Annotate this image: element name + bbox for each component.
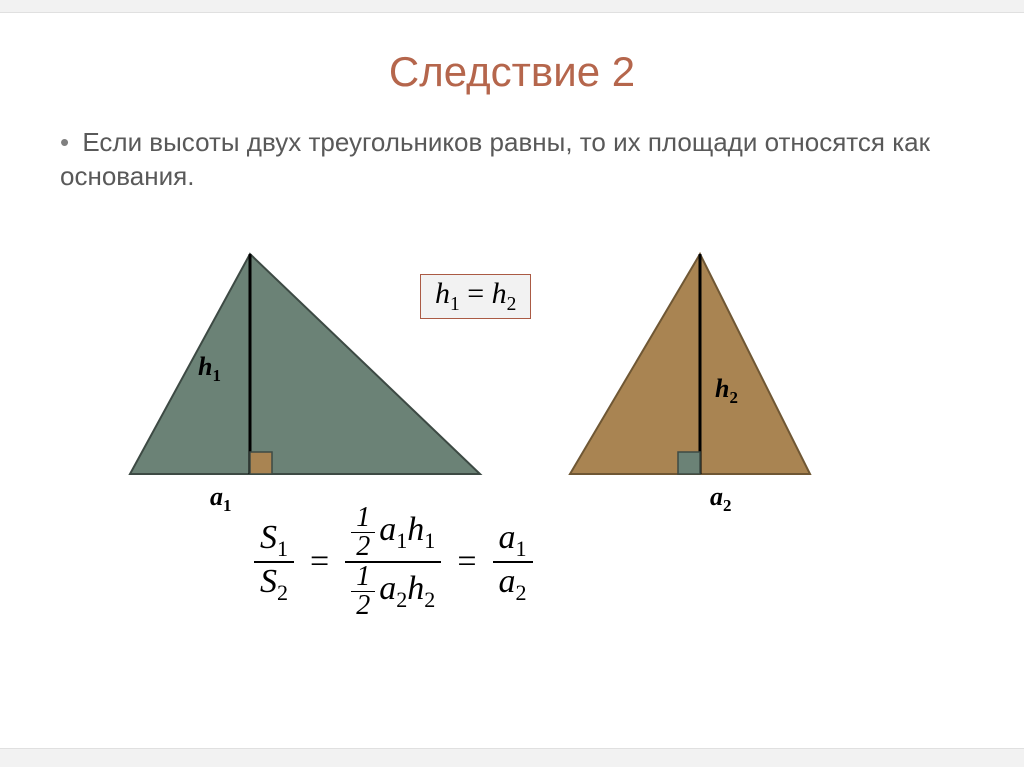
slide: Следствие 2 • Если высоты двух треугольн… [0, 0, 1024, 767]
label-a1: a1 [210, 482, 231, 516]
bullet-icon: • [60, 126, 69, 160]
label-h2: h2 [715, 374, 738, 408]
slide-title: Следствие 2 [0, 48, 1024, 96]
bottom-bar [0, 748, 1024, 767]
frac-s1-s2: S1 S2 [254, 519, 294, 605]
equals-1: = [310, 543, 329, 581]
ratio-formula: S1 S2 = 1 2 a1h1 1 2 a2h2 [250, 504, 537, 620]
body-text: • Если высоты двух треугольников равны, … [60, 126, 974, 194]
figure-area: h1 a1 h1 = h2 h2 a2 S1 S2 = [0, 194, 1024, 674]
body-text-content: Если высоты двух треугольников равны, то… [60, 127, 930, 191]
triangle-2-shape [570, 254, 810, 474]
equals-2: = [457, 543, 476, 581]
frac-a1-a2: a1 a2 [493, 519, 533, 605]
equal-heights-formula: h1 = h2 [420, 274, 531, 319]
label-a2: a2 [710, 482, 731, 516]
label-h1: h1 [198, 352, 221, 386]
triangle-1-right-angle [250, 452, 272, 474]
frac-half-ah: 1 2 a1h1 1 2 a2h2 [345, 504, 441, 620]
top-bar [0, 0, 1024, 13]
triangle-2 [560, 234, 860, 504]
triangle-2-right-angle [678, 452, 700, 474]
